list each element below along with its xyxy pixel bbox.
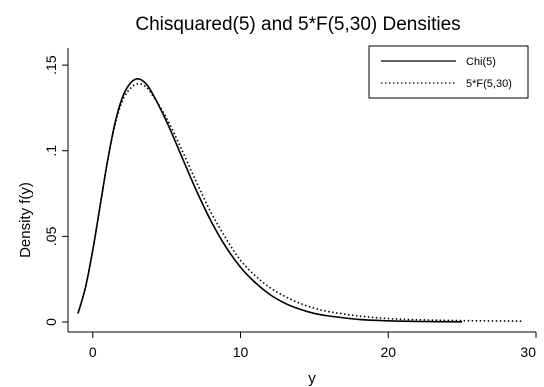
y-axis-ticks: 0 .05 .1 .15 — [43, 55, 68, 326]
x-tick-label: 30 — [520, 344, 536, 360]
y-tick-label: .05 — [43, 226, 59, 246]
x-axis-label: y — [308, 370, 316, 387]
chart-title: Chisquared(5) and 5*F(5,30) Densities — [135, 14, 460, 35]
x-axis-ticks: 0 10 20 30 — [89, 332, 537, 360]
y-tick-label: 0 — [43, 318, 59, 326]
y-tick-label: .15 — [43, 55, 59, 75]
x-tick-label: 20 — [380, 344, 396, 360]
y-axis-label: Density f(y) — [17, 182, 34, 258]
x-tick-label: 0 — [89, 344, 97, 360]
y-tick-label: .1 — [43, 145, 59, 157]
x-tick-label: 10 — [233, 344, 249, 360]
series-line-5f530 — [77, 82, 522, 322]
legend-label-5f530: 5*F(5,30) — [466, 78, 512, 90]
series-line-chi5 — [77, 78, 463, 323]
legend-box — [368, 45, 529, 99]
legend-label-chi5: Chi(5) — [466, 56, 496, 68]
legend: Chi(5) 5*F(5,30) — [368, 45, 529, 99]
